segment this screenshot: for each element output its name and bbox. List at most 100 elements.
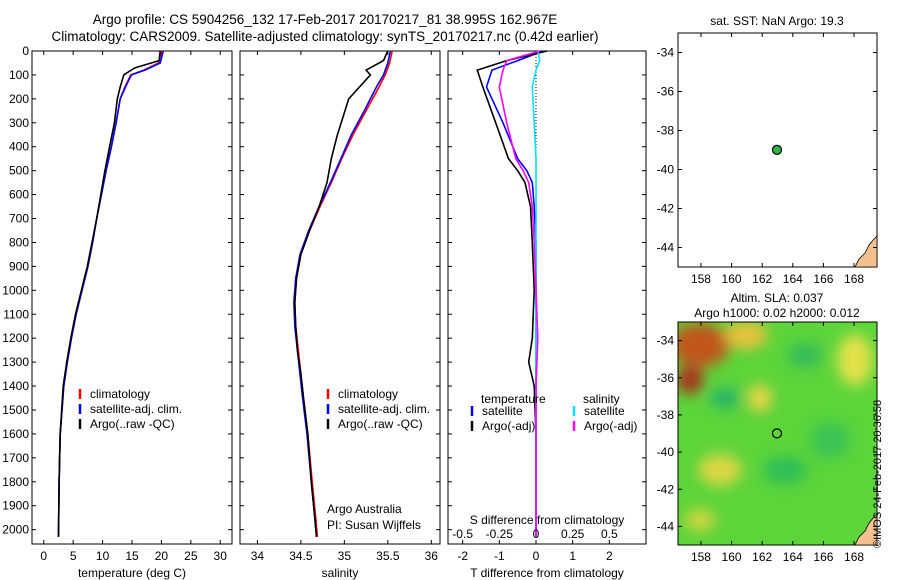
legend-label: climatology — [338, 387, 398, 401]
y-tick-label: 2000 — [2, 523, 29, 537]
lon-tick-label: 164 — [783, 272, 803, 286]
lon-tick-label: 164 — [783, 550, 803, 564]
lon-tick-label: 160 — [722, 272, 742, 286]
sla-map-float-position — [771, 428, 783, 439]
y-tick-label: 1100 — [3, 307, 29, 321]
lon-tick-label: 162 — [752, 550, 772, 564]
lat-tick-label: -42 — [657, 482, 675, 496]
plot-title-line1: Argo profile: CS 5904256_132 17-Feb-2017… — [92, 12, 558, 27]
sla-map-title-line2: Argo h1000: 0.02 h2000: 0.012 — [694, 306, 860, 320]
plot-title-line2: Climatology: CARS2009. Satellite-adjuste… — [51, 29, 599, 44]
coastline-land-sla — [854, 513, 878, 546]
temperature-axes-frame — [31, 50, 233, 545]
salinity-annotation-line2: PI: Susan Wijffels — [327, 518, 421, 532]
temperature-panel: 0100200300400500600700800900100011001200… — [2, 44, 233, 580]
sst-map-title: sat. SST: NaN Argo: 19.3 — [710, 14, 844, 28]
lon-tick-label: 166 — [813, 272, 833, 286]
salinity-depth-ticks — [240, 50, 440, 531]
coastline-land — [854, 235, 878, 268]
y-tick-label: 500 — [9, 164, 29, 178]
sla-heatmap — [678, 322, 877, 545]
y-tick-label: 400 — [9, 140, 29, 154]
y-tick-label: 0 — [22, 44, 29, 58]
legend-label: Argo(..raw -QC) — [338, 417, 423, 431]
lat-tick-label: -34 — [657, 334, 675, 348]
imos-credit: ©IMOS 24-Feb-2017 20:36:58 — [872, 399, 884, 548]
difference-series — [476, 50, 548, 537]
lat-tick-label: -40 — [657, 445, 675, 459]
lat-tick-label: -36 — [657, 371, 675, 385]
lat-tick-label: -38 — [657, 408, 675, 422]
legend-label: Argo(-adj) — [584, 419, 637, 433]
sst-map-axes: 158 160 162 164 166 168 -34 -36 -38 -40 -42 -44 — [657, 33, 877, 286]
y-tick-label: 1700 — [2, 451, 29, 465]
difference-top-xlabel: S difference from climatology — [470, 513, 625, 527]
x-tick-label: 15 — [125, 549, 139, 563]
salinity-annotation-line1: Argo Australia — [327, 502, 402, 516]
temperature-x-axis: 0 5 10 15 20 25 30 — [40, 51, 227, 563]
lon-tick-label: 160 — [722, 550, 742, 564]
y-tick-label: 900 — [9, 259, 29, 273]
sst-map-float-position — [771, 144, 783, 156]
lon-tick-label: 168 — [844, 550, 864, 564]
lat-tick-label: -34 — [657, 46, 675, 60]
y-tick-label: 1800 — [2, 475, 29, 489]
sla-map-axes: 158 160 162 164 166 168 -34 -36 -38 -40 -42 -44 — [657, 322, 877, 564]
sst-map-panel: sat. SST: NaN Argo: 19.3 158 160 162 164 166… — [657, 14, 878, 286]
sla-map-frame — [677, 321, 878, 546]
top-tick-label: -0.25 — [486, 527, 514, 541]
x-tick-label: 25 — [184, 549, 198, 563]
lat-tick-label: -36 — [657, 85, 675, 99]
x-tick-label: 35 — [338, 549, 352, 563]
lon-tick-label: 162 — [752, 272, 772, 286]
series-line-1 — [57, 50, 164, 537]
lon-tick-label: 168 — [844, 272, 864, 286]
x-tick-label: 30 — [214, 549, 228, 563]
difference-xlabel: T difference from climatology — [470, 566, 624, 580]
y-tick-label: 1500 — [2, 403, 29, 417]
y-tick-label: 1300 — [2, 355, 29, 369]
lat-tick-label: -40 — [657, 163, 675, 177]
x-tick-label: 5 — [70, 549, 77, 563]
salinity-xlabel: salinity — [322, 566, 359, 580]
salinity-axes-frame — [239, 50, 441, 545]
x-tick-label: 36 — [425, 549, 439, 563]
lon-tick-label: 158 — [691, 550, 711, 564]
y-tick-label: 1400 — [2, 379, 29, 393]
top-tick-label: 0.5 — [601, 527, 618, 541]
y-tick-label: 800 — [9, 235, 29, 249]
x-tick-label: 10 — [96, 549, 110, 563]
y-tick-label: 100 — [9, 68, 29, 82]
series-line-1 — [293, 50, 392, 537]
temperature-xlabel: temperature (deg C) — [78, 566, 186, 580]
salinity-panel: 34 34.5 35 35.5 36 salinity climatologysatel… — [239, 50, 441, 580]
legend-label: satellite — [584, 404, 625, 418]
y-tick-label: 1600 — [2, 427, 29, 441]
lon-tick-label: 166 — [813, 550, 833, 564]
salinity-difference-scale: -0.5 -0.25 0 0.25 0.5 — [452, 527, 618, 541]
y-tick-label: 1200 — [2, 331, 29, 345]
x-tick-label: 20 — [155, 549, 169, 563]
lat-tick-label: -42 — [657, 202, 675, 216]
y-tick-label: 1000 — [2, 283, 29, 297]
top-tick-label: 0 — [533, 527, 540, 541]
difference-depth-ticks — [448, 50, 646, 531]
y-tick-label: 600 — [9, 188, 29, 202]
sla-map-panel: Altim. SLA: 0.037 Argo h1000: 0.02 h2000… — [657, 291, 878, 564]
series-line-2 — [57, 50, 161, 537]
x-tick-label: 35.5 — [376, 549, 400, 563]
x-tick-label: 1 — [569, 549, 576, 563]
difference-axes-frame — [447, 50, 647, 545]
salinity-series — [293, 50, 393, 537]
sla-map-title-line1: Altim. SLA: 0.037 — [731, 291, 824, 305]
x-tick-label: 2 — [606, 549, 613, 563]
lat-tick-label: -38 — [657, 124, 675, 138]
legend-label: Argo(-adj) — [482, 419, 535, 433]
legend-label: satellite-adj. clim. — [338, 402, 430, 416]
legend-title-temperature: temperature — [481, 392, 546, 406]
x-tick-label: -2 — [457, 549, 468, 563]
difference-panel: -2 -1 0 1 2 S difference from climatology -0… — [447, 50, 647, 580]
